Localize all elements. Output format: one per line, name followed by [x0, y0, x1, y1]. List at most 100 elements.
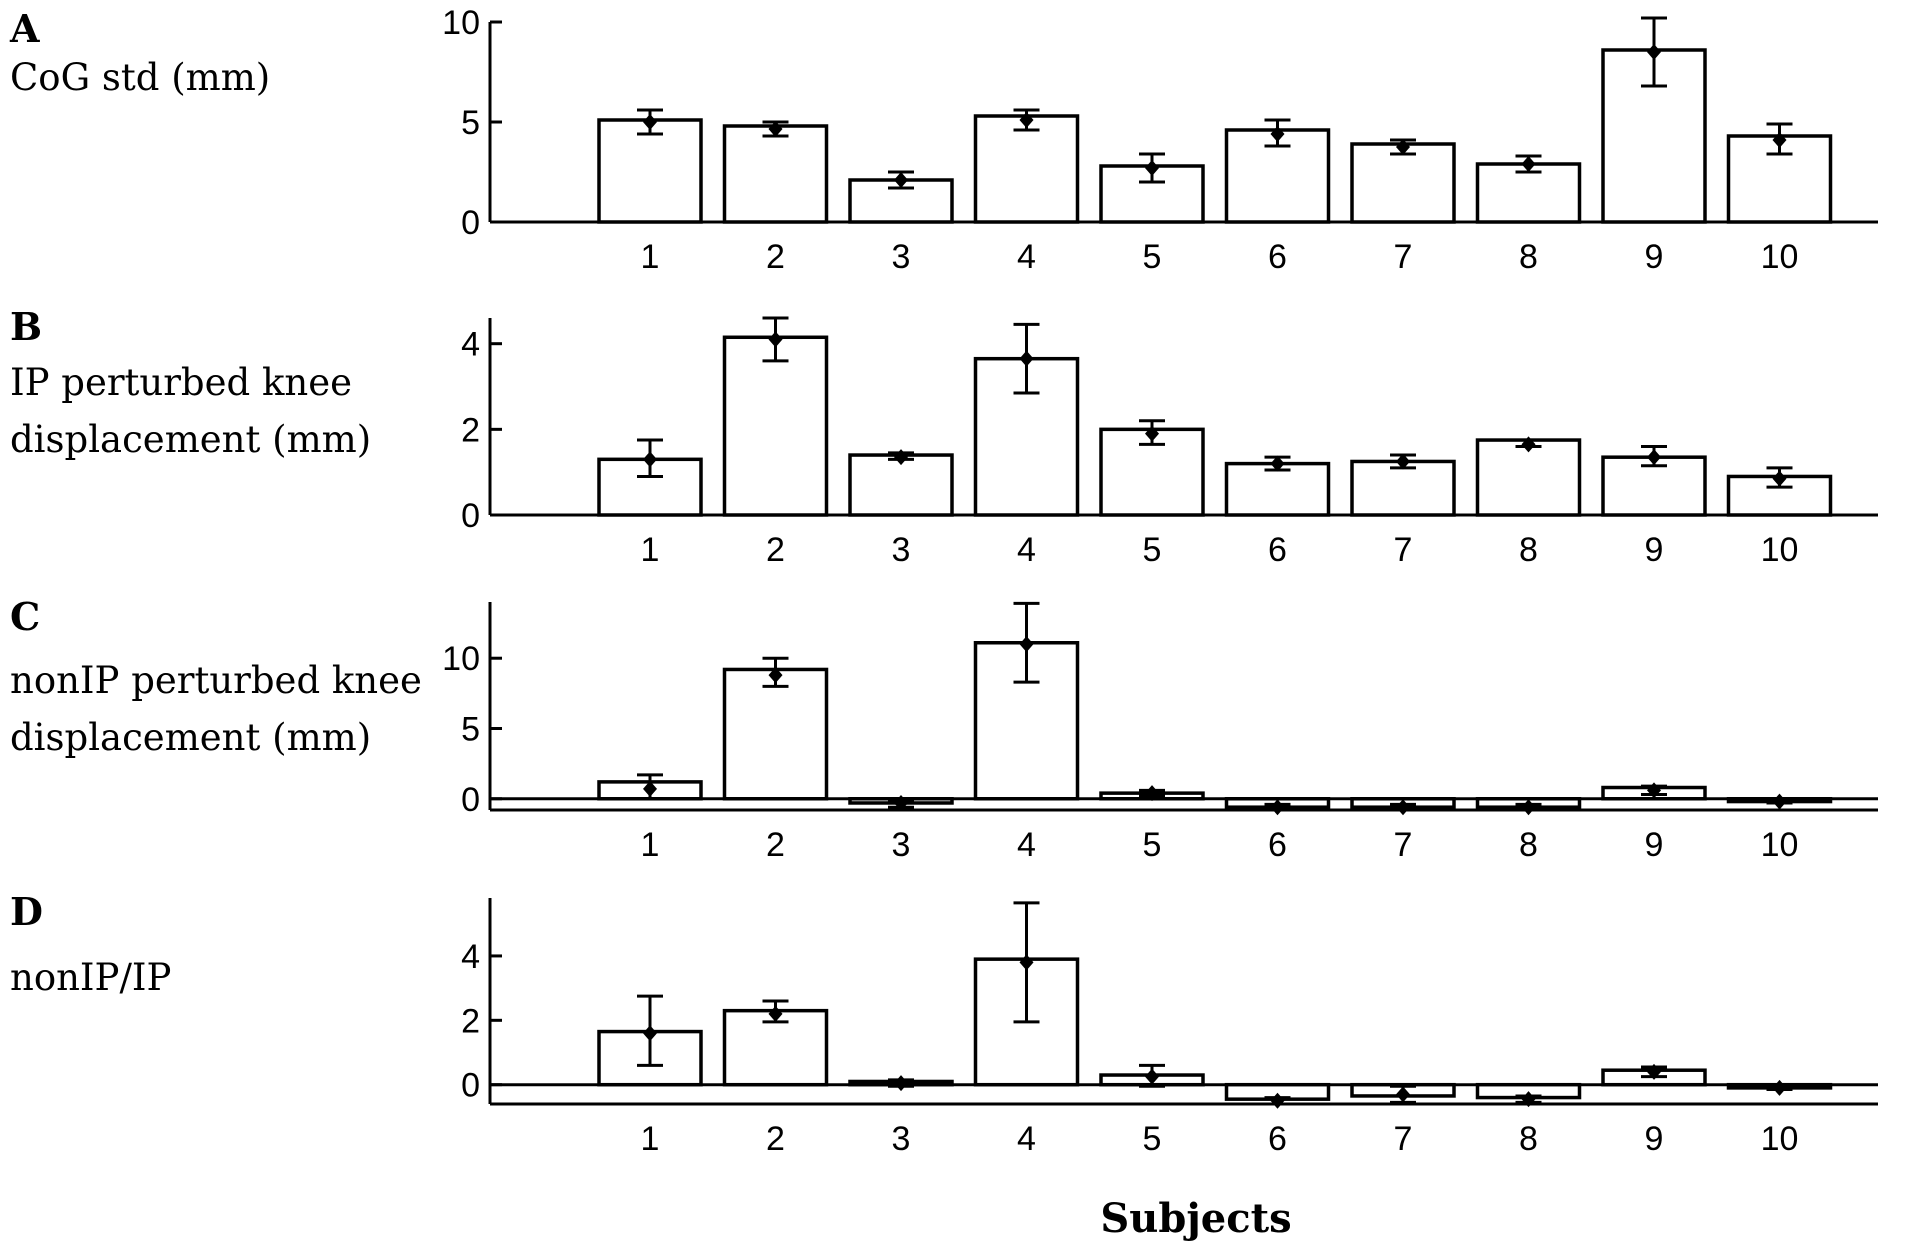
x-tick-label: 5 — [1143, 531, 1162, 569]
panel-title-line: nonIP perturbed knee — [10, 659, 422, 702]
mean-marker — [1772, 470, 1787, 487]
mean-marker — [1772, 793, 1787, 810]
x-tick-label: 1 — [641, 531, 660, 569]
mean-marker — [643, 114, 657, 130]
bar — [973, 114, 1080, 224]
mean-marker — [1396, 799, 1410, 816]
bar — [1350, 142, 1456, 224]
x-tick-label: 2 — [766, 1120, 785, 1158]
bar — [1350, 459, 1456, 517]
mean-marker — [1019, 954, 1034, 971]
x-tick-label: 1 — [641, 1120, 660, 1158]
x-tick-label: 10 — [1761, 1120, 1799, 1158]
mean-marker — [1647, 1063, 1661, 1080]
bar — [722, 335, 829, 517]
y-tick-label: 2 — [461, 411, 480, 449]
x-tick-label: 9 — [1645, 238, 1664, 276]
y-tick-label: 2 — [461, 1002, 480, 1040]
mean-marker — [894, 449, 908, 466]
x-tick-label: 9 — [1645, 1120, 1664, 1158]
x-tick-label: 4 — [1017, 238, 1036, 276]
bar — [722, 124, 829, 224]
bar — [597, 118, 703, 224]
mean-marker — [768, 121, 783, 137]
x-tick-label: 4 — [1017, 826, 1036, 864]
panel-letter: B — [10, 304, 42, 349]
panel-letter: C — [10, 594, 40, 639]
mean-marker — [643, 780, 657, 797]
panel-b: B IP perturbed knee displacement (mm) 0 2 4 1 2… — [10, 304, 1878, 569]
x-tick-label: 6 — [1268, 238, 1287, 276]
x-tick-label: 5 — [1143, 238, 1162, 276]
panel-a: A CoG std (mm) 0 5 10 1 2 3 4 5 6 7 8 9 10 — [9, 4, 1878, 276]
x-tick-label: 6 — [1268, 826, 1287, 864]
mean-marker — [1270, 799, 1285, 816]
x-axis-label: Subjects — [1100, 1195, 1291, 1242]
mean-marker — [643, 1025, 657, 1042]
mean-marker — [1772, 1079, 1787, 1096]
y-tick-label: 4 — [461, 938, 480, 976]
x-tick-label: 6 — [1268, 531, 1287, 569]
x-tick-label: 3 — [892, 1120, 911, 1158]
mean-marker — [1270, 1092, 1285, 1109]
mean-marker — [894, 794, 908, 811]
mean-marker — [1019, 636, 1034, 653]
x-tick-label: 10 — [1761, 531, 1799, 569]
x-tick-label: 2 — [766, 826, 785, 864]
panel-title-line: displacement (mm) — [10, 418, 371, 461]
mean-marker — [1647, 44, 1661, 60]
mean-marker — [1019, 112, 1034, 128]
mean-marker — [1270, 455, 1285, 472]
x-tick-label: 4 — [1017, 1120, 1036, 1158]
x-tick-label: 10 — [1761, 238, 1799, 276]
x-tick-label: 4 — [1017, 531, 1036, 569]
mean-marker — [1647, 449, 1661, 466]
bar — [1475, 162, 1582, 224]
x-tick-label: 2 — [766, 238, 785, 276]
y-tick-label: 0 — [461, 204, 480, 242]
mean-marker — [768, 667, 783, 684]
x-tick-label: 7 — [1394, 826, 1413, 864]
mean-marker — [1521, 436, 1536, 453]
y-tick-label: 10 — [442, 4, 480, 42]
mean-marker — [1145, 785, 1159, 802]
y-tick-label: 10 — [442, 640, 480, 678]
x-tick-label: 9 — [1645, 826, 1664, 864]
mean-marker — [894, 1075, 908, 1092]
mean-marker — [1019, 350, 1034, 367]
mean-marker — [768, 1005, 783, 1022]
panel-letter: D — [10, 889, 43, 934]
mean-marker — [1647, 782, 1661, 799]
mean-marker — [1396, 139, 1410, 155]
panel-letter: A — [9, 6, 40, 51]
mean-marker — [1396, 1086, 1410, 1103]
x-tick-label: 8 — [1519, 238, 1538, 276]
x-tick-label: 7 — [1394, 1120, 1413, 1158]
y-tick-label: 4 — [461, 326, 480, 364]
panel-title-line: displacement (mm) — [10, 716, 371, 759]
x-tick-label: 9 — [1645, 531, 1664, 569]
x-tick-label: 8 — [1519, 1120, 1538, 1158]
panel-title-line: IP perturbed knee — [10, 361, 352, 404]
x-tick-label: 3 — [892, 531, 911, 569]
bar — [722, 667, 829, 801]
mean-marker — [894, 172, 908, 188]
x-tick-label: 7 — [1394, 238, 1413, 276]
y-tick-label: 5 — [461, 104, 480, 142]
y-tick-label: 0 — [461, 497, 480, 535]
mean-marker — [1396, 453, 1410, 470]
mean-marker — [768, 331, 783, 348]
x-tick-label: 3 — [892, 238, 911, 276]
mean-marker — [643, 451, 657, 468]
y-tick-label: 0 — [461, 781, 480, 819]
x-tick-label: 8 — [1519, 531, 1538, 569]
mean-marker — [1772, 132, 1787, 148]
x-tick-label: 5 — [1143, 1120, 1162, 1158]
mean-marker — [1521, 799, 1536, 816]
y-tick-label: 5 — [461, 710, 480, 748]
panel-title-line: CoG std (mm) — [10, 56, 270, 99]
panel-title-line: nonIP/IP — [10, 956, 171, 999]
mean-marker — [1145, 1068, 1159, 1085]
